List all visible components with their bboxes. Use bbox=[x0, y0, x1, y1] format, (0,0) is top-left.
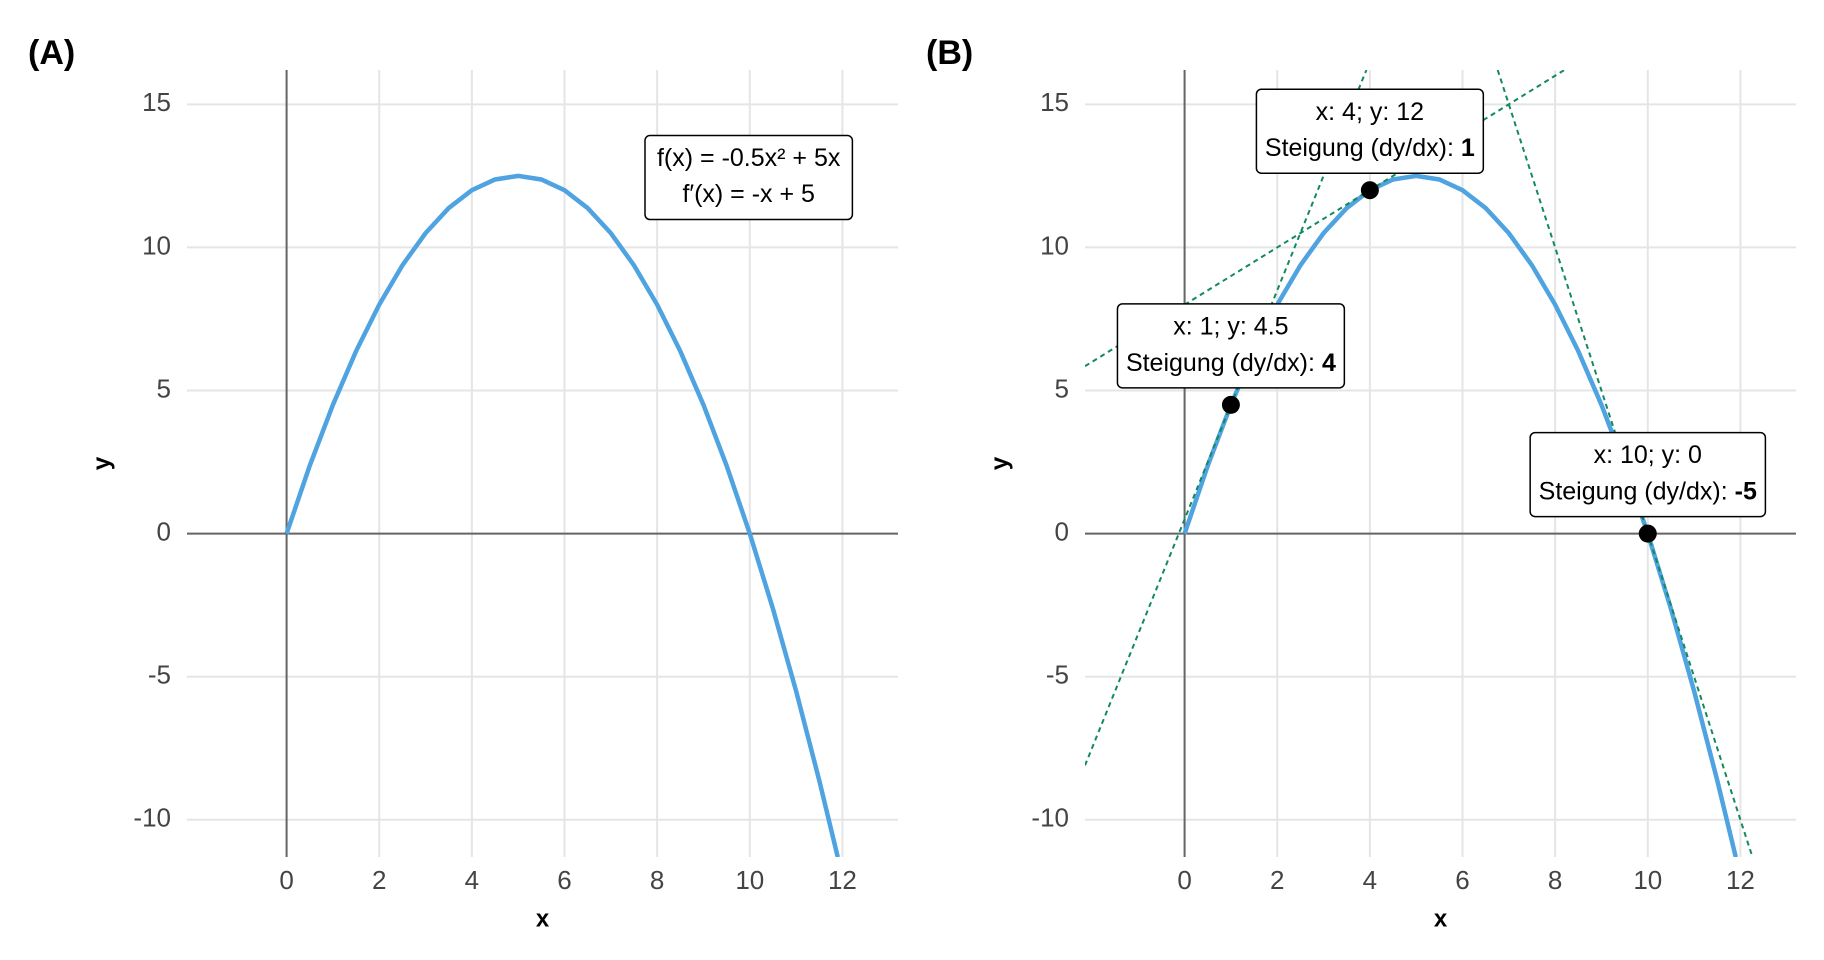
panel-label: (A) bbox=[28, 34, 75, 72]
annotation-text: f′(x) = -x + 5 bbox=[682, 180, 815, 208]
x-tick-label: 6 bbox=[557, 865, 571, 895]
y-tick-label: -10 bbox=[1031, 803, 1069, 833]
y-tick-label: 10 bbox=[142, 230, 171, 260]
annotation-box bbox=[1255, 88, 1485, 174]
point bbox=[1221, 395, 1240, 414]
panel: (A) 0 2 4 6 8 10 12 -10 -5 0 5 10 15 x y f(x) = -0.5x² +… bbox=[28, 34, 898, 932]
plot-area bbox=[284, 173, 840, 857]
annotation-text: Steigung (dy/dx): 1 bbox=[1265, 134, 1475, 162]
annotation-box bbox=[1116, 303, 1346, 389]
x-tick-label: 2 bbox=[372, 865, 386, 895]
x-tick-label: 10 bbox=[1633, 865, 1662, 895]
annotation-text: Steigung (dy/dx): 4 bbox=[1126, 348, 1336, 376]
x-tick-label: 8 bbox=[650, 865, 664, 895]
annotation-box bbox=[1529, 431, 1767, 518]
y-tick-label: 15 bbox=[1040, 87, 1069, 117]
x-tick-label: 12 bbox=[828, 865, 857, 895]
x-tick-label: 0 bbox=[279, 865, 293, 895]
panel-label: (B) bbox=[926, 34, 973, 72]
slope-value: 4 bbox=[1322, 348, 1336, 376]
y-tick-label: -5 bbox=[148, 660, 171, 690]
x-tick-label: 4 bbox=[1363, 865, 1377, 895]
x-axis-label: x bbox=[536, 905, 550, 932]
y-tick-label: 10 bbox=[1040, 230, 1069, 260]
slope-value: -5 bbox=[1735, 477, 1757, 505]
x-tick-label: 4 bbox=[465, 865, 479, 895]
annotation-text: Steigung (dy/dx): bbox=[1126, 348, 1315, 376]
x-tick-label: 8 bbox=[1548, 865, 1562, 895]
annotation-text: Steigung (dy/dx): -5 bbox=[1539, 477, 1757, 505]
curve bbox=[284, 173, 840, 857]
y-tick-label: -10 bbox=[133, 803, 171, 833]
panel: (B) 0 2 4 6 8 10 12 -10 -5 0 5 10 15 x y x: 1; y: 4.5 Ste… bbox=[926, 34, 1796, 932]
x-tick-label: 0 bbox=[1177, 865, 1191, 895]
y-tick-label: 15 bbox=[142, 87, 171, 117]
annotation-text: Steigung (dy/dx): bbox=[1265, 134, 1454, 162]
annotation-text: x: 10; y: 0 bbox=[1594, 441, 1702, 469]
x-tick-label: 10 bbox=[735, 865, 764, 895]
x-tick-label: 2 bbox=[1270, 865, 1284, 895]
x-tick-label: 12 bbox=[1726, 865, 1755, 895]
y-axis-label: y bbox=[986, 456, 1013, 470]
y-tick-label: 5 bbox=[1055, 373, 1069, 403]
y-axis-label: y bbox=[88, 456, 115, 470]
annotation-text: f(x) = -0.5x² + 5x bbox=[657, 144, 841, 172]
annotation-text: x: 4; y: 12 bbox=[1316, 98, 1424, 126]
tangent-line bbox=[1085, 70, 1368, 766]
x-axis-label: x bbox=[1434, 905, 1448, 932]
x-tick-label: 6 bbox=[1455, 865, 1469, 895]
point bbox=[1360, 181, 1379, 200]
point bbox=[1638, 524, 1657, 543]
y-tick-label: -5 bbox=[1046, 660, 1069, 690]
annotation-text: Steigung (dy/dx): bbox=[1539, 477, 1728, 505]
y-tick-label: 0 bbox=[1055, 516, 1069, 546]
y-tick-label: 0 bbox=[157, 516, 171, 546]
tangent-line bbox=[1496, 70, 1754, 857]
annotation-text: x: 1; y: 4.5 bbox=[1173, 312, 1288, 340]
slope-value: 1 bbox=[1461, 134, 1475, 162]
y-tick-label: 5 bbox=[157, 373, 171, 403]
annotation-box bbox=[644, 134, 854, 221]
